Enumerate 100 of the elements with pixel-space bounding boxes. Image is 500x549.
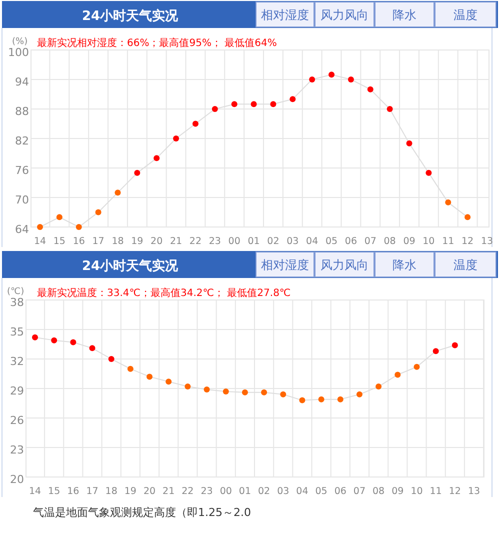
x-tick-label: 17 [92,236,104,247]
chart-subtitle: 最新实况相对湿度：66%；最高值95%； 最低值64% [37,37,277,49]
chart-title: 24小时天气实况 [82,258,180,274]
x-tick-label: 02 [267,236,280,247]
x-tick-label: 20 [150,236,163,247]
point [250,101,257,108]
point [127,366,134,372]
chart-subtitle: 最新实况温度：33.4℃；最高值34.2℃； 最低值27.8℃ [37,287,291,299]
x-tick-label: 23 [200,486,213,497]
point [464,214,471,220]
point [394,372,401,378]
x-tick-label: 00 [228,236,240,247]
x-tick-label: 01 [238,486,252,497]
point [445,199,452,206]
x-tick-label: 06 [344,236,358,247]
x-tick-label: 08 [384,236,396,247]
point [348,76,354,82]
point [212,106,218,112]
y-axis-title: (%) [12,37,28,47]
x-tick-label: 03 [277,486,290,497]
x-tick-label: 16 [67,486,80,497]
y-tick-label: 20 [10,473,24,486]
x-tick-label: 09 [403,236,416,247]
point [309,76,316,82]
x-tick-label: 13 [480,236,494,247]
y-tick-label: 29 [10,384,24,398]
text: 风力风向 [320,8,368,22]
x-tick-label: 14 [34,236,46,247]
point [37,224,43,230]
y-tick-label: 100 [8,46,29,59]
x-tick-label: 00 [220,486,232,497]
x-tick-label: 22 [189,236,202,247]
x-tick-label: 08 [372,486,385,497]
y-tick-label: 76 [15,164,29,177]
x-tick-label: 21 [162,486,175,497]
y-tick-label: 23 [10,444,24,456]
text: 相对湿度 [261,8,309,22]
text: 降水 [392,258,416,272]
x-tick-label: 20 [143,486,156,497]
point [406,140,412,146]
point [108,356,114,362]
x-tick-label: 11 [442,236,454,247]
x-tick-label: 09 [392,486,404,497]
x-tick-label: 07 [364,236,376,247]
point [222,388,229,394]
y-tick-label: 35 [10,326,24,338]
y-tick-label: 82 [15,134,29,148]
point [51,337,58,344]
y-tick-label: 38 [10,296,24,309]
point [290,96,296,102]
text: 温度 [454,258,478,272]
point [414,364,420,370]
point [367,86,374,92]
y-tick-label: 94 [15,76,29,88]
x-tick-label: 04 [306,236,318,247]
x-tick-label: 06 [334,486,346,497]
x-tick-label: 07 [353,486,366,497]
x-tick-label: 03 [286,236,299,247]
point [432,348,439,354]
text: 气温是地面气象观测规定高度（即1.25～2.0 [33,506,251,519]
x-tick-label: 05 [325,236,338,247]
x-tick-label: 10 [422,236,435,247]
x-tick-label: 14 [28,486,42,497]
x-tick-label: 19 [131,236,144,247]
point [242,389,248,396]
x-tick-label: 16 [72,236,85,247]
x-tick-label: 12 [462,236,474,247]
x-tick-label: 23 [208,236,221,247]
y-tick-label: 70 [15,194,29,206]
x-tick-label: 17 [86,486,98,497]
point [270,101,276,108]
x-tick-label: 05 [315,486,328,497]
x-tick-label: 19 [124,486,136,497]
chart-title: 24小时天气实况 [82,8,180,24]
x-tick-label: 21 [170,236,182,247]
x-tick-label: 22 [182,486,194,497]
x-tick-label: 13 [468,486,480,497]
point [280,391,286,398]
point [376,384,382,390]
point [154,155,160,162]
y-tick-label: 88 [15,105,29,118]
x-tick-label: 11 [430,486,442,497]
point [89,345,96,352]
point [356,391,362,398]
point [231,101,238,108]
point [95,209,102,216]
x-tick-label: 18 [112,236,124,247]
point [386,106,393,112]
point [32,334,38,340]
x-tick-label: 15 [53,236,66,247]
y-tick-label: 32 [10,355,24,368]
y-tick-label: 64 [15,223,29,236]
point [328,72,335,78]
x-tick-label: 02 [258,486,270,497]
text: 温度 [454,8,478,22]
x-tick-label: 15 [48,486,60,497]
point [337,396,344,402]
point [192,120,198,127]
x-tick-label: 12 [448,486,461,497]
point [318,396,324,402]
